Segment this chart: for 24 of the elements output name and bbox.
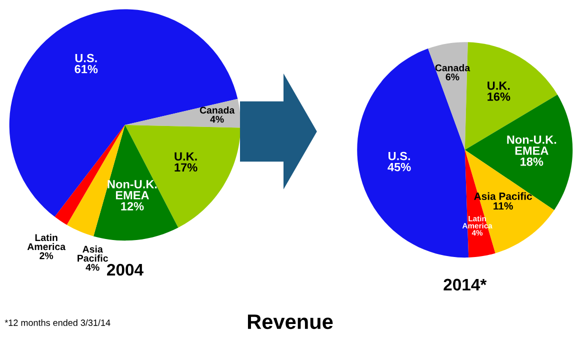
data-label: 4% <box>86 264 100 271</box>
data-label: 11% <box>494 202 513 210</box>
data-label: 4% <box>210 116 224 123</box>
data-label: 17% <box>174 163 198 172</box>
data-label: 2% <box>40 252 54 260</box>
data-label: 45% <box>388 162 411 172</box>
data-label: 6% <box>446 73 460 80</box>
data-label: 18% <box>520 158 544 166</box>
text: *12 months ended 3/31/14 <box>4 319 110 326</box>
slice-label: Asia Pacific <box>78 245 108 262</box>
slice-label: Non-U.K. EMEA <box>108 180 157 200</box>
data-label: 16% <box>488 92 510 101</box>
text: 2014* <box>444 278 487 291</box>
text: 2004 <box>107 264 144 276</box>
slice-label: U.S. <box>75 54 97 62</box>
data-label: 61% <box>74 64 98 74</box>
data-label: 12% <box>121 202 144 210</box>
slice-label: U.K. <box>174 152 197 161</box>
slice-label: U.K. <box>488 82 510 90</box>
slice-label: Latin America <box>27 234 66 250</box>
slice-label: Non-U.K. EMEA <box>507 136 556 155</box>
text: Revenue <box>248 314 333 330</box>
slice-label: U.S. <box>388 152 410 160</box>
slice-label: Canada <box>200 106 235 114</box>
